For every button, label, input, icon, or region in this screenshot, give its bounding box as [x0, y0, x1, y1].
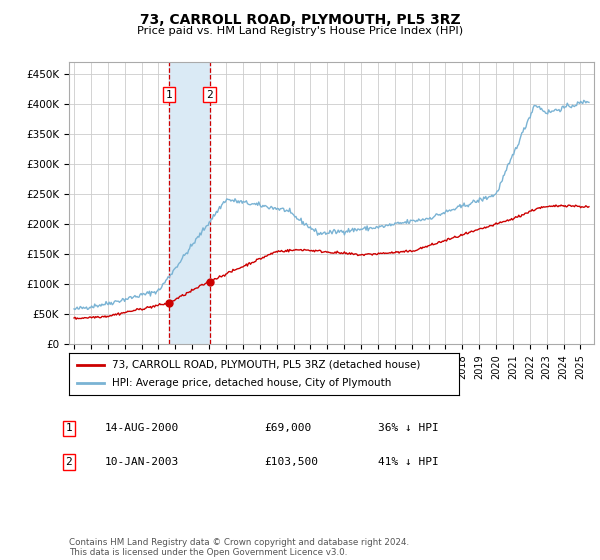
Text: £103,500: £103,500: [264, 457, 318, 467]
Text: Price paid vs. HM Land Registry's House Price Index (HPI): Price paid vs. HM Land Registry's House …: [137, 26, 463, 36]
Text: 10-JAN-2003: 10-JAN-2003: [105, 457, 179, 467]
Text: 14-AUG-2000: 14-AUG-2000: [105, 423, 179, 433]
Text: 1: 1: [166, 90, 172, 100]
Text: £69,000: £69,000: [264, 423, 311, 433]
Text: 36% ↓ HPI: 36% ↓ HPI: [378, 423, 439, 433]
Text: 73, CARROLL ROAD, PLYMOUTH, PL5 3RZ (detached house): 73, CARROLL ROAD, PLYMOUTH, PL5 3RZ (det…: [112, 360, 420, 370]
Bar: [169, 62, 209, 344]
Text: Contains HM Land Registry data © Crown copyright and database right 2024.
This d: Contains HM Land Registry data © Crown c…: [69, 538, 409, 557]
Text: HPI: Average price, detached house, City of Plymouth: HPI: Average price, detached house, City…: [112, 378, 391, 388]
Text: 2: 2: [206, 90, 213, 100]
Text: 2: 2: [65, 457, 73, 467]
Text: 41% ↓ HPI: 41% ↓ HPI: [378, 457, 439, 467]
Text: 1: 1: [65, 423, 73, 433]
Text: 73, CARROLL ROAD, PLYMOUTH, PL5 3RZ: 73, CARROLL ROAD, PLYMOUTH, PL5 3RZ: [140, 13, 460, 27]
